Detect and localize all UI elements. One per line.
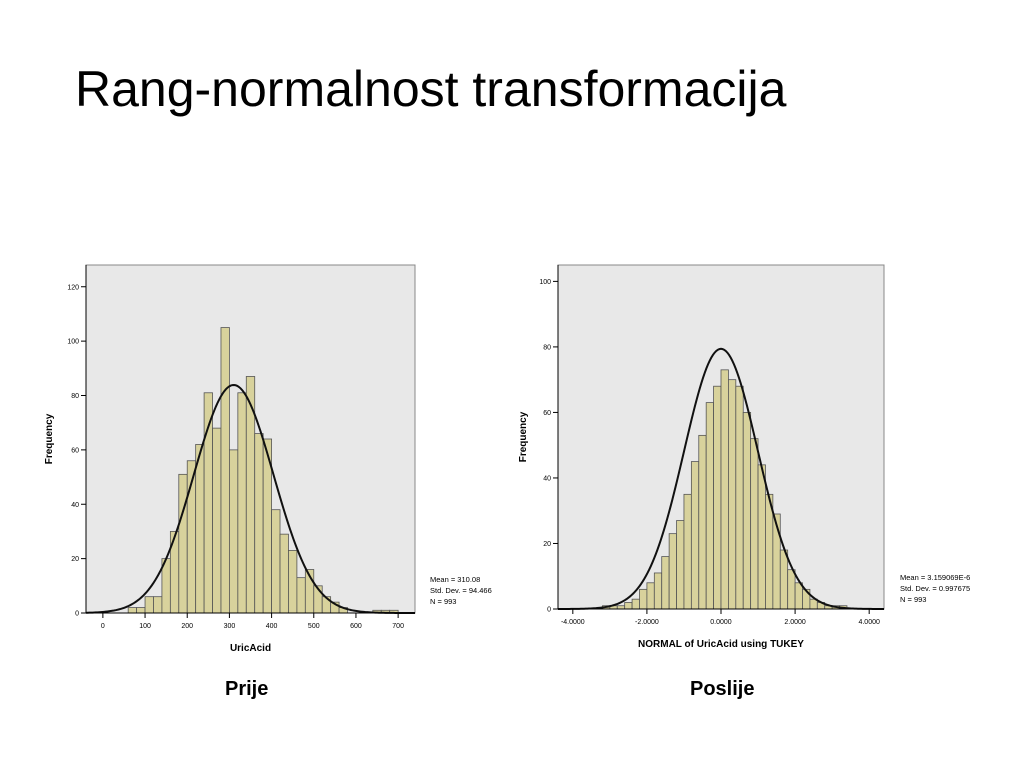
histogram-bar bbox=[728, 379, 737, 610]
y-tick-label: 0 bbox=[547, 607, 551, 614]
y-tick-label: 20 bbox=[71, 556, 79, 563]
y-tick-label: 0 bbox=[75, 611, 79, 618]
histogram-bar bbox=[296, 577, 306, 614]
histogram-bar bbox=[787, 569, 796, 610]
histogram-bar bbox=[288, 550, 298, 614]
x-tick-label: 500 bbox=[308, 623, 320, 630]
y-axis-title: Frequency bbox=[518, 411, 529, 462]
y-axis-title: Frequency bbox=[44, 413, 55, 464]
y-tick-label: 40 bbox=[71, 502, 79, 509]
histogram-bar bbox=[742, 412, 752, 610]
histogram-bar bbox=[661, 556, 670, 610]
histogram-bar bbox=[639, 588, 648, 610]
histogram-bar bbox=[178, 473, 188, 614]
histogram-bar bbox=[195, 444, 205, 614]
y-tick-label: 80 bbox=[543, 344, 551, 351]
caption-before: Prije bbox=[225, 678, 269, 700]
histogram-bar bbox=[144, 596, 154, 614]
normal-curve bbox=[558, 347, 884, 610]
histogram-bar bbox=[153, 596, 163, 614]
histogram-bar bbox=[668, 533, 677, 610]
histogram-bar bbox=[713, 385, 722, 610]
caption-after: Poslije bbox=[690, 678, 755, 700]
x-tick-label: 4.0000 bbox=[858, 619, 880, 626]
histogram-bar bbox=[698, 434, 707, 610]
x-tick-label: 0 bbox=[101, 623, 105, 630]
histogram-bar bbox=[220, 327, 230, 614]
histogram-bar bbox=[624, 602, 633, 610]
x-tick-label: 400 bbox=[266, 623, 278, 630]
y-tick-label: 60 bbox=[543, 410, 551, 417]
normal-curve bbox=[85, 383, 415, 614]
histogram-bar bbox=[254, 433, 264, 614]
x-tick-label: 700 bbox=[392, 623, 404, 630]
x-tick-label: -4.0000 bbox=[561, 619, 585, 626]
stats-line: N = 993 bbox=[430, 597, 456, 606]
stats-line: N = 993 bbox=[900, 595, 926, 604]
histogram-bar bbox=[676, 520, 685, 610]
y-tick-label: 20 bbox=[543, 541, 551, 548]
histogram-bar bbox=[705, 402, 714, 610]
histogram-bar bbox=[229, 449, 239, 614]
y-tick-label: 120 bbox=[67, 284, 79, 291]
histogram-before: 0 20 40 60 80 100 120 0 100 200 300 400 500 600 700 Uri… bbox=[44, 264, 492, 654]
x-axis-title: UricAcid bbox=[230, 643, 271, 654]
x-tick-label: 200 bbox=[181, 623, 193, 630]
histogram-bar bbox=[683, 493, 692, 610]
stats-line: Mean = 310.08 bbox=[430, 575, 480, 584]
histogram-bar bbox=[136, 607, 146, 614]
histogram-after: 0 20 40 60 80 100 -4.0000 -2.0000 0.0000 2.0000 4.… bbox=[518, 264, 970, 650]
y-tick-label: 60 bbox=[71, 447, 79, 454]
histogram-bar bbox=[765, 493, 774, 610]
histogram-bar bbox=[646, 582, 655, 610]
y-tick-label: 80 bbox=[71, 393, 79, 400]
stats-line: Mean = 3.159069E-6 bbox=[900, 573, 970, 582]
histogram-bar bbox=[690, 461, 700, 610]
histogram-bar bbox=[279, 533, 289, 614]
histogram-bar bbox=[653, 572, 663, 610]
stats-line: Std. Dev. = 94.466 bbox=[430, 586, 492, 595]
histogram-bar bbox=[237, 392, 247, 614]
x-axis-title: NORMAL of UricAcid using TUKEY bbox=[638, 639, 804, 650]
x-tick-label: 2.0000 bbox=[784, 619, 806, 626]
histogram-bar bbox=[735, 385, 744, 610]
histogram-bar bbox=[779, 549, 789, 610]
histogram-bar bbox=[271, 509, 281, 614]
histogram-bar bbox=[212, 427, 222, 614]
histogram-bar bbox=[794, 582, 803, 610]
stats-line: Std. Dev. = 0.997675 bbox=[900, 584, 970, 593]
y-tick-label: 100 bbox=[67, 339, 79, 346]
histogram-bar bbox=[750, 438, 759, 610]
x-tick-label: 300 bbox=[224, 623, 236, 630]
histogram-bar bbox=[127, 607, 138, 614]
histogram-bar bbox=[631, 598, 640, 610]
x-tick-label: 100 bbox=[139, 623, 151, 630]
x-tick-label: 600 bbox=[350, 623, 362, 630]
y-tick-label: 40 bbox=[543, 475, 551, 482]
histogram-bar bbox=[720, 369, 729, 610]
x-tick-label: -2.0000 bbox=[635, 619, 659, 626]
x-tick-label: 0.0000 bbox=[710, 619, 732, 626]
y-tick-label: 100 bbox=[539, 279, 551, 286]
histogram-bar bbox=[757, 464, 766, 610]
slide-title: Rang-normalnost transformacija bbox=[75, 61, 787, 117]
